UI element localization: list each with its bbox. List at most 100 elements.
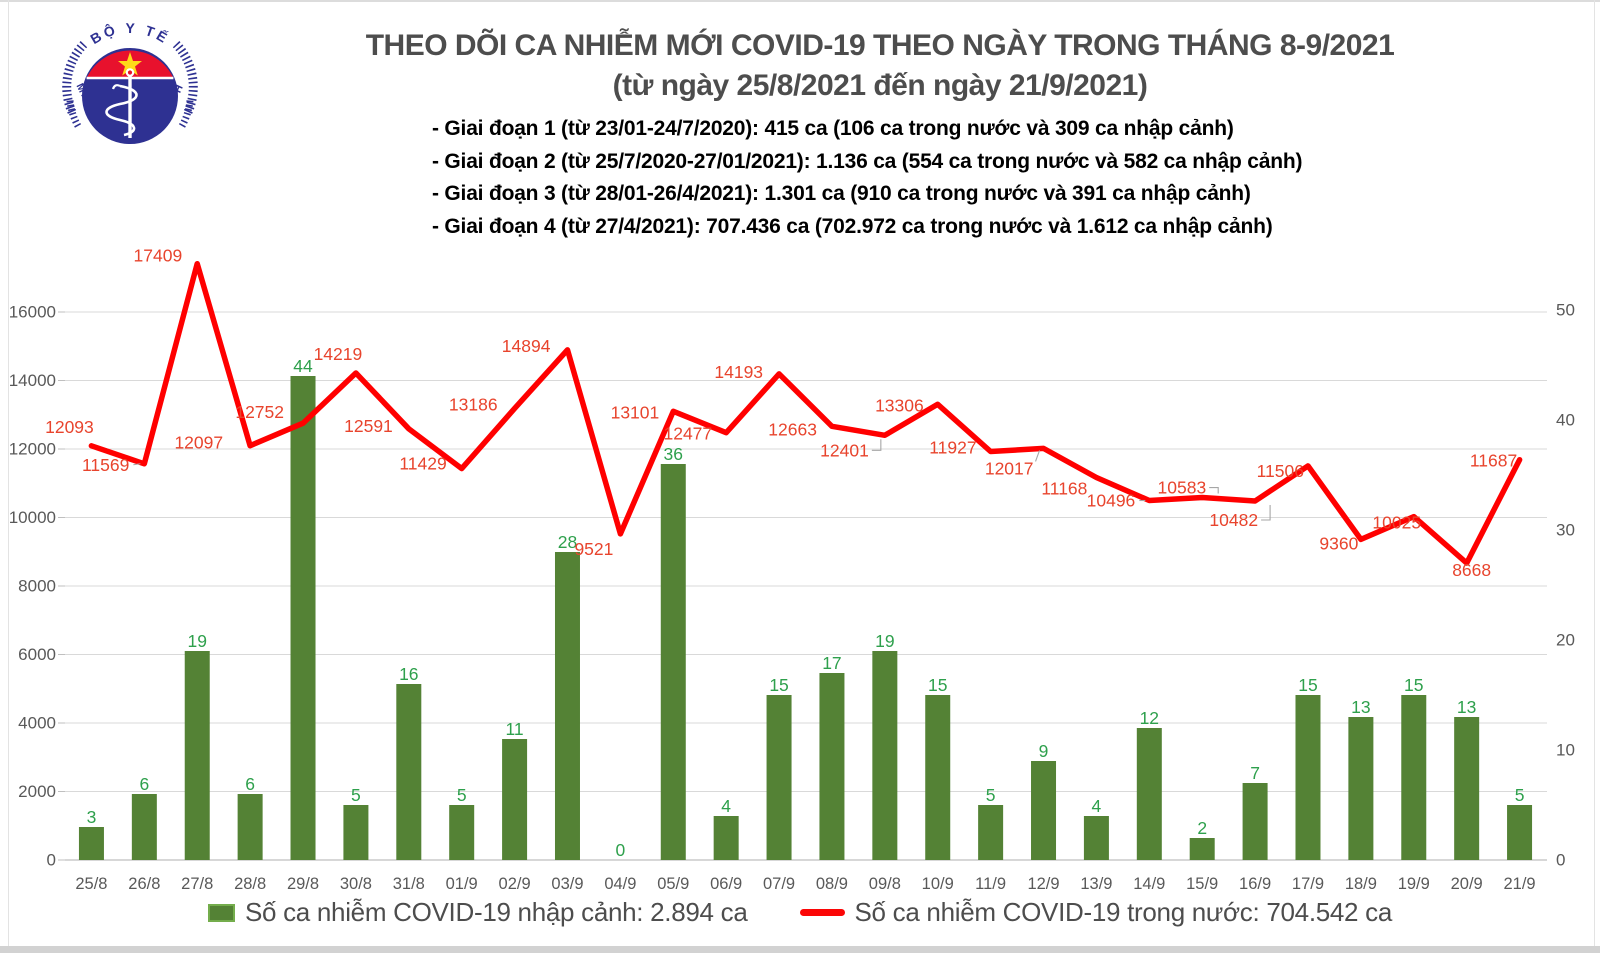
line-value-label: 10583 bbox=[1158, 478, 1207, 498]
line-value-label: 14193 bbox=[714, 362, 763, 382]
bar-value-label: 44 bbox=[293, 356, 313, 376]
imported-cases-bar bbox=[184, 651, 210, 860]
left-axis-tick-label: 8000 bbox=[18, 577, 56, 596]
right-axis-tick-label: 20 bbox=[1556, 631, 1575, 650]
line-value-label: 10025 bbox=[1372, 513, 1421, 533]
domestic-line-swatch-icon bbox=[799, 909, 845, 916]
logo-star-icon bbox=[118, 52, 142, 76]
logo-emblem bbox=[82, 48, 178, 144]
bar-value-label: 5 bbox=[457, 785, 467, 805]
label-leader-line bbox=[1035, 450, 1041, 462]
ministry-of-health-logo: BỘ Y TẾ MINISTRY OF HEALTH bbox=[62, 20, 198, 144]
x-axis-tick-label: 21/9 bbox=[1503, 875, 1535, 893]
line-value-label: 14894 bbox=[502, 336, 551, 356]
bar-value-label: 16 bbox=[399, 664, 418, 684]
x-axis-tick-label: 06/9 bbox=[710, 875, 742, 893]
line-value-label: 17409 bbox=[134, 246, 183, 266]
bar-value-label: 19 bbox=[187, 631, 206, 651]
x-axis-tick-label: 27/8 bbox=[181, 875, 213, 893]
line-value-label: 9521 bbox=[574, 539, 613, 559]
left-axis-tick-label: 4000 bbox=[18, 714, 56, 733]
imported-cases-bar bbox=[1031, 761, 1057, 860]
right-axis-tick-label: 0 bbox=[1556, 851, 1565, 870]
x-axis-tick-label: 02/9 bbox=[499, 875, 531, 893]
x-axis-tick-label: 31/8 bbox=[393, 875, 425, 893]
label-leader-line bbox=[871, 439, 882, 451]
imported-cases-bar bbox=[925, 695, 951, 860]
x-axis-tick-label: 11/9 bbox=[975, 875, 1006, 893]
imported-cases-bar bbox=[78, 827, 104, 860]
left-axis-tick-label: 0 bbox=[47, 851, 56, 870]
phase-summary: - Giai đoạn 1 (từ 23/01-24/7/2020): 415 … bbox=[432, 113, 1302, 243]
imported-cases-bar bbox=[1083, 816, 1109, 860]
imported-cases-bar bbox=[1401, 695, 1427, 860]
bar-value-label: 4 bbox=[721, 796, 731, 816]
line-value-label: 10482 bbox=[1209, 510, 1258, 530]
left-axis-tick-label: 6000 bbox=[18, 645, 56, 664]
bar-value-label: 15 bbox=[1298, 675, 1317, 695]
line-value-label: 12663 bbox=[768, 419, 817, 439]
x-axis-tick-label: 29/8 bbox=[287, 875, 319, 893]
x-axis-tick-label: 13/9 bbox=[1080, 875, 1112, 893]
bar-value-label: 7 bbox=[1250, 763, 1260, 783]
bar-value-label: 17 bbox=[822, 653, 841, 673]
imported-cases-bar bbox=[290, 376, 316, 860]
line-value-label: 11927 bbox=[929, 438, 976, 458]
logo-staff-of-asclepius-icon bbox=[105, 68, 138, 138]
right-axis-tick-label: 30 bbox=[1556, 521, 1575, 540]
bar-value-label: 6 bbox=[245, 774, 255, 794]
phase-line-1: - Giai đoạn 1 (từ 23/01-24/7/2020): 415 … bbox=[432, 117, 1234, 140]
line-value-label: 12017 bbox=[985, 458, 1034, 478]
line-value-label: 8668 bbox=[1452, 560, 1491, 580]
imported-cases-bar bbox=[978, 805, 1004, 860]
bar-value-label: 3 bbox=[87, 807, 97, 827]
right-axis-tick-label: 50 bbox=[1556, 301, 1575, 320]
line-value-label: 12097 bbox=[174, 433, 223, 453]
line-value-label: 11168 bbox=[1041, 478, 1087, 498]
line-value-label: 13306 bbox=[875, 395, 924, 415]
bar-value-label: 12 bbox=[1140, 708, 1159, 728]
bar-value-label: 13 bbox=[1351, 697, 1370, 717]
x-axis-tick-label: 16/9 bbox=[1239, 875, 1271, 893]
x-axis-tick-label: 19/9 bbox=[1398, 875, 1430, 893]
bar-value-label: 2 bbox=[1197, 818, 1207, 838]
frame-left-border bbox=[8, 0, 9, 953]
left-axis-tick-label: 12000 bbox=[9, 440, 56, 459]
x-axis-tick-label: 12/9 bbox=[1027, 875, 1059, 893]
x-axis-tick-label: 28/8 bbox=[234, 875, 266, 893]
chart-header: THEO DÕI CA NHIỄM MỚI COVID-19 THEO NGÀY… bbox=[240, 26, 1520, 106]
imported-cases-bar bbox=[1189, 838, 1215, 860]
imported-cases-bar bbox=[872, 651, 898, 860]
imported-cases-bar bbox=[554, 552, 580, 860]
line-value-label: 11506 bbox=[1257, 461, 1304, 481]
x-axis-tick-label: 09/8 bbox=[869, 875, 901, 893]
legend-item-domestic: Số ca nhiễm COVID-19 trong nước: 704.542… bbox=[799, 897, 1393, 928]
bar-value-label: 19 bbox=[875, 631, 894, 651]
bar-value-label: 15 bbox=[928, 675, 947, 695]
bar-value-label: 13 bbox=[1457, 697, 1476, 717]
bar-value-label: 4 bbox=[1092, 796, 1102, 816]
x-axis-tick-label: 17/9 bbox=[1292, 875, 1324, 893]
line-value-label: 11687 bbox=[1470, 451, 1517, 471]
imported-cases-bar bbox=[713, 816, 739, 860]
x-axis-tick-label: 10/9 bbox=[922, 875, 954, 893]
left-axis-tick-label: 10000 bbox=[9, 508, 56, 527]
line-value-label: 12477 bbox=[663, 424, 712, 444]
line-value-label: 14219 bbox=[314, 344, 363, 364]
bar-value-label: 36 bbox=[664, 444, 683, 464]
left-axis-tick-label: 16000 bbox=[9, 303, 56, 322]
bar-value-label: 28 bbox=[558, 532, 577, 552]
domestic-cases-line bbox=[88, 260, 1523, 566]
imported-cases-bar bbox=[1507, 805, 1533, 860]
left-axis-tick-label: 2000 bbox=[18, 782, 56, 801]
imported-cases-bar bbox=[343, 805, 369, 860]
line-value-label: 12752 bbox=[235, 402, 284, 422]
line-value-label: 11429 bbox=[399, 454, 446, 474]
imported-bar-swatch-icon bbox=[207, 903, 235, 922]
line-value-label: 13186 bbox=[449, 394, 498, 414]
imported-cases-bar bbox=[502, 739, 528, 860]
legend-domestic-label: Số ca nhiễm COVID-19 trong nước: 704.542… bbox=[854, 897, 1393, 927]
bar-value-label: 9 bbox=[1039, 741, 1049, 761]
line-value-label: 12591 bbox=[344, 416, 393, 436]
